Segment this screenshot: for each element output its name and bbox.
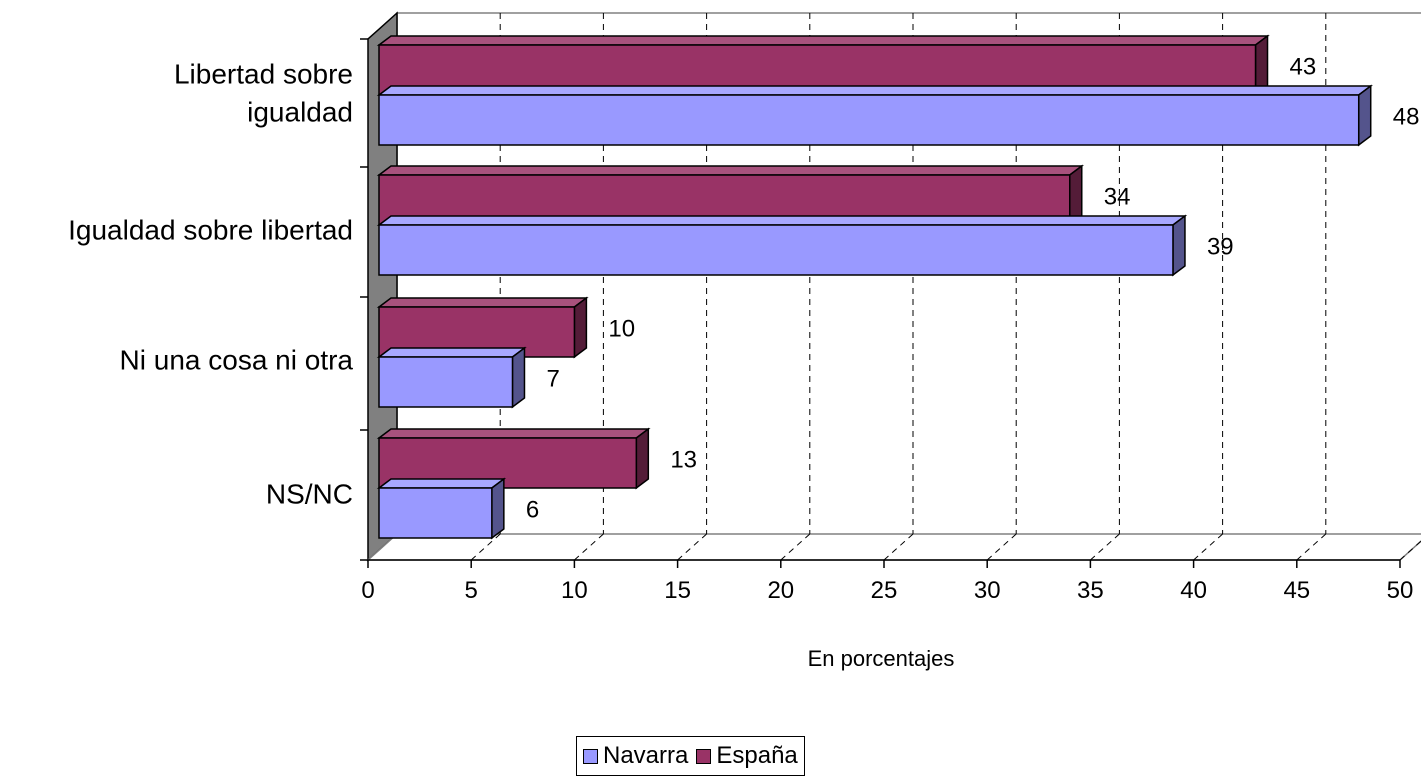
x-tick-label: 10	[561, 577, 588, 604]
category-label-1: Igualdad sobre libertad	[68, 214, 353, 245]
bar-top-1-0	[376, 85, 1373, 96]
legend: Navarra España	[576, 736, 805, 776]
data-label-0-1: 34	[1104, 183, 1131, 210]
x-tick-label: 45	[1283, 577, 1310, 604]
x-tick-label: 0	[361, 577, 374, 604]
bar-top-0-1	[376, 165, 1085, 176]
bar-top-0-3	[376, 428, 651, 439]
bar-side-1-2	[511, 346, 526, 409]
floor	[366, 533, 1421, 561]
legend-label-espana: España	[716, 742, 798, 769]
category-label-3: NS/NC	[266, 478, 353, 509]
x-tick-label: 50	[1387, 577, 1414, 604]
bar-side-0-2	[573, 296, 588, 359]
bar-side-1-1	[1172, 214, 1186, 277]
legend-label-navarra: Navarra	[603, 742, 689, 769]
bar-top-0-2	[376, 297, 589, 308]
bar-top-1-3	[376, 478, 507, 489]
x-tick-label: 40	[1180, 577, 1207, 604]
data-label-1-1: 39	[1207, 233, 1234, 260]
data-label-0-2: 10	[608, 315, 635, 342]
bar-1-1	[378, 224, 1174, 276]
bar-1-2	[378, 356, 514, 408]
x-tick-label: 25	[871, 577, 898, 604]
bar-1-0	[378, 94, 1360, 146]
x-axis-title: En porcentajes	[808, 646, 955, 671]
bar-side-1-0	[1357, 84, 1372, 147]
category-label-0: igualdad	[247, 96, 353, 127]
x-tick-label: 5	[465, 577, 478, 604]
x-tick-label: 15	[664, 577, 691, 604]
legend-swatch-navarra	[583, 748, 598, 764]
bar-side-0-3	[635, 427, 650, 490]
bar-top-1-2	[376, 347, 527, 358]
bar-1-3	[378, 487, 493, 539]
bar-top-0-0	[376, 35, 1270, 46]
x-tick-label: 30	[974, 577, 1001, 604]
legend-item-navarra: Navarra	[583, 742, 688, 770]
category-label-2: Ni una cosa ni otra	[120, 344, 354, 375]
data-label-1-3: 6	[526, 496, 539, 523]
x-tick-label: 20	[767, 577, 794, 604]
legend-swatch-espana	[696, 748, 712, 764]
category-label-0: Libertad sobre	[174, 58, 353, 89]
bar-top-1-1	[376, 215, 1188, 226]
bar-side-1-3	[491, 477, 505, 540]
data-label-0-0: 43	[1290, 53, 1317, 80]
x-tick-label: 35	[1077, 577, 1104, 604]
data-label-1-0: 48	[1393, 103, 1420, 130]
data-label-0-3: 13	[670, 446, 697, 473]
data-label-1-2: 7	[546, 365, 559, 392]
legend-item-espana: España	[696, 742, 798, 770]
